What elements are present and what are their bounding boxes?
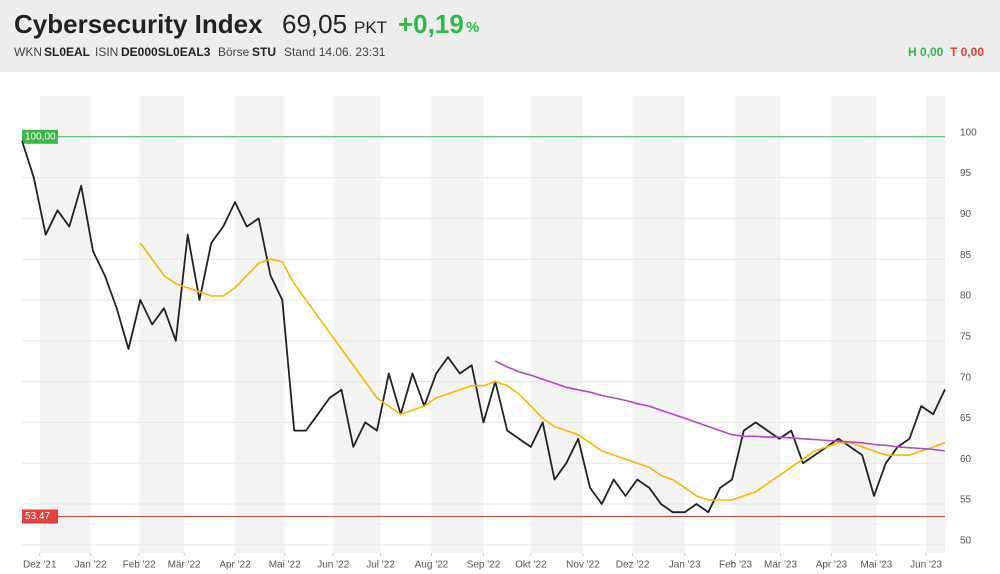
x-tick-label: Mär '23	[764, 560, 797, 571]
x-tick-label: Apr '22	[219, 560, 251, 571]
month-stripe	[926, 96, 945, 553]
isin-label: ISIN	[95, 45, 119, 59]
y-tick-label: 95	[960, 168, 972, 179]
month-stripe	[831, 96, 877, 553]
x-tick-label: Mai '22	[269, 560, 301, 571]
x-tick-label: Okt '22	[515, 560, 547, 571]
x-tick-label: Mär '22	[168, 560, 201, 571]
exchange: STU	[252, 45, 276, 59]
header: Cybersecurity Index 69,05 PKT +0,19 % WK…	[0, 0, 1000, 72]
x-tick-label: Jan '23	[669, 560, 701, 571]
y-tick-label: 60	[960, 454, 972, 465]
x-tick-label: Jun '22	[317, 560, 349, 571]
y-tick-label: 85	[960, 250, 972, 261]
reference-badge	[22, 509, 58, 524]
stand: Stand 14.06. 23:31	[284, 45, 386, 59]
month-stripe	[39, 96, 91, 553]
y-tick-label: 65	[960, 413, 972, 424]
x-tick-label: Jan '22	[75, 560, 107, 571]
y-tick-label: 75	[960, 331, 972, 342]
month-stripe	[139, 96, 185, 553]
month-stripe	[333, 96, 381, 553]
y-tick-label: 70	[960, 372, 972, 383]
chart: 50 55 60 65 70 75 80 85 90 95 100 Dez '21 Jan '22 Feb…	[21, 96, 977, 571]
month-stripe	[632, 96, 685, 553]
reference-label: 100,00	[25, 131, 56, 142]
x-tick-label: Feb '23	[719, 560, 752, 571]
month-stripe	[530, 96, 583, 553]
isin: DE000SL0EAL3	[121, 45, 211, 59]
x-tick-label: Feb '22	[123, 560, 156, 571]
title: Cybersecurity Index	[14, 9, 263, 39]
low: T 0,00	[950, 45, 985, 59]
change: +0,19	[398, 9, 464, 39]
wkn-label: WKN	[14, 45, 42, 59]
series-line	[21, 140, 946, 514]
series-line	[494, 360, 946, 452]
x-tick-label: Aug '22	[415, 560, 449, 571]
price: 69,05	[282, 9, 348, 39]
y-tick-label: 90	[960, 209, 972, 220]
series-line	[139, 242, 946, 501]
x-tick-label: Sep '22	[467, 560, 501, 571]
wkn: SL0EAL	[44, 45, 91, 59]
high: H 0,00	[908, 45, 944, 59]
month-stripe	[431, 96, 484, 553]
month-stripe	[235, 96, 285, 553]
x-tick-label: Dez '21	[23, 560, 57, 571]
y-tick-label: 80	[960, 291, 972, 302]
reference-badge	[22, 129, 58, 144]
exchange-label: Börse	[218, 45, 250, 59]
x-tick-label: Jul '22	[366, 560, 395, 571]
y-tick-label: 50	[960, 535, 972, 546]
month-stripe	[735, 96, 781, 553]
x-tick-label: Mai '23	[860, 560, 892, 571]
y-tick-label: 55	[960, 495, 972, 506]
unit: PKT	[354, 18, 388, 37]
x-tick-label: Dez '22	[616, 560, 650, 571]
x-tick-label: Nov '22	[566, 560, 600, 571]
change-unit: %	[466, 19, 480, 36]
reference-label: 53,47	[25, 511, 50, 522]
x-tick-label: Apr '23	[816, 560, 848, 571]
y-tick-label: 100	[960, 127, 977, 138]
x-tick-label: Jun '23	[910, 560, 942, 571]
